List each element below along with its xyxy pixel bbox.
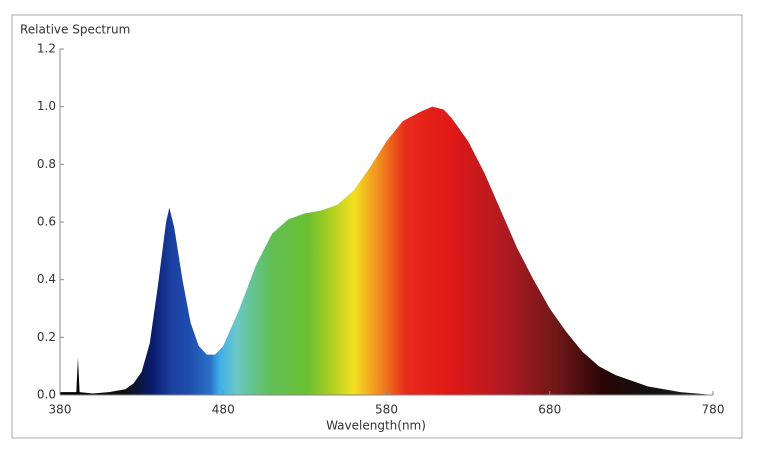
y-tick-label: 0.8 bbox=[37, 157, 56, 171]
y-tick-label: 0.6 bbox=[37, 215, 56, 229]
y-tick-label: 0.4 bbox=[37, 272, 56, 286]
x-tick-label: 680 bbox=[538, 403, 561, 417]
x-tick-label: 780 bbox=[702, 403, 725, 417]
y-tick-label: 0.0 bbox=[37, 388, 56, 402]
spectrum-area bbox=[60, 106, 713, 396]
x-tick-label: 480 bbox=[212, 403, 235, 417]
x-tick-label: 580 bbox=[375, 403, 398, 417]
x-axis-label: Wavelength(nm) bbox=[326, 419, 426, 433]
x-tick-label: 380 bbox=[49, 403, 72, 417]
y-tick-label: 1.2 bbox=[37, 42, 56, 56]
y-axis-label: Relative Spectrum bbox=[20, 23, 130, 37]
y-tick-label: 1.0 bbox=[37, 99, 56, 113]
y-tick-label: 0.2 bbox=[37, 330, 56, 344]
